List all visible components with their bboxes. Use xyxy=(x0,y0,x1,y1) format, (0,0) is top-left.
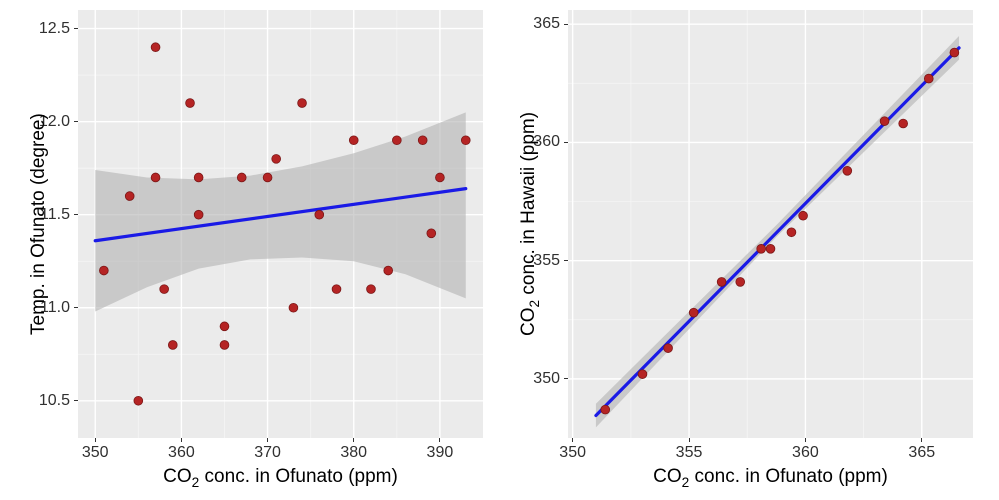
data-point xyxy=(194,173,203,182)
data-point xyxy=(134,396,143,405)
x-tick xyxy=(689,438,690,442)
data-point xyxy=(843,166,852,175)
x-axis-label: CO2 conc. in Ofunato (ppm) xyxy=(653,466,888,490)
data-point xyxy=(125,192,134,201)
data-point xyxy=(194,210,203,219)
data-point xyxy=(436,173,445,182)
y-tick xyxy=(74,121,78,122)
y-tick-label: 365 xyxy=(533,15,560,33)
x-tick xyxy=(921,438,922,442)
data-point xyxy=(950,48,959,57)
x-tick xyxy=(805,438,806,442)
data-point xyxy=(799,211,808,220)
data-point xyxy=(315,210,324,219)
data-point xyxy=(392,136,401,145)
x-tick xyxy=(572,438,573,442)
y-axis-label: CO2 conc. in Hawaii (ppm) xyxy=(518,112,542,336)
data-point xyxy=(160,285,169,294)
y-tick xyxy=(74,307,78,308)
x-tick xyxy=(181,438,182,442)
data-point xyxy=(349,136,358,145)
figure: 35036037038039010.511.011.512.012.5CO2 c… xyxy=(0,0,999,500)
x-tick-label: 370 xyxy=(254,444,281,462)
x-tick-label: 360 xyxy=(792,444,819,462)
y-tick xyxy=(564,24,568,25)
data-point xyxy=(736,278,745,287)
x-tick-label: 355 xyxy=(676,444,703,462)
x-tick-label: 380 xyxy=(340,444,367,462)
data-point xyxy=(99,266,108,275)
x-tick-label: 365 xyxy=(908,444,935,462)
data-point xyxy=(298,99,307,108)
y-tick xyxy=(564,378,568,379)
data-point xyxy=(427,229,436,238)
data-point xyxy=(461,136,470,145)
plot-area xyxy=(568,10,973,438)
data-point xyxy=(638,370,647,379)
x-axis-label: CO2 conc. in Ofunato (ppm) xyxy=(163,466,398,490)
x-tick xyxy=(95,438,96,442)
data-point xyxy=(766,244,775,253)
data-point xyxy=(272,154,281,163)
data-point xyxy=(220,341,229,350)
data-point xyxy=(757,244,766,253)
y-axis-label: Temp. in Ofunato (degree) xyxy=(28,113,50,335)
data-point xyxy=(787,228,796,237)
data-point xyxy=(367,285,376,294)
data-point xyxy=(664,344,673,353)
y-tick xyxy=(74,214,78,215)
data-point xyxy=(237,173,246,182)
x-tick xyxy=(439,438,440,442)
x-tick-label: 350 xyxy=(559,444,586,462)
y-tick xyxy=(564,142,568,143)
y-tick xyxy=(564,260,568,261)
y-tick-label: 350 xyxy=(533,370,560,388)
data-point xyxy=(717,278,726,287)
data-point xyxy=(601,405,610,414)
data-point xyxy=(418,136,427,145)
panel-left xyxy=(78,10,483,438)
x-tick-label: 390 xyxy=(427,444,454,462)
data-point xyxy=(289,303,298,312)
data-point xyxy=(220,322,229,331)
y-tick-label: 12.5 xyxy=(39,20,70,38)
data-point xyxy=(384,266,393,275)
data-point xyxy=(332,285,341,294)
data-point xyxy=(880,117,889,126)
data-point xyxy=(924,74,933,83)
data-point xyxy=(263,173,272,182)
y-tick xyxy=(74,28,78,29)
data-point xyxy=(186,99,195,108)
data-point xyxy=(899,119,908,128)
data-point xyxy=(168,341,177,350)
y-tick xyxy=(74,400,78,401)
x-tick-label: 360 xyxy=(168,444,195,462)
data-point xyxy=(151,173,160,182)
x-tick xyxy=(353,438,354,442)
y-tick-label: 10.5 xyxy=(39,392,70,410)
data-point xyxy=(689,308,698,317)
x-tick-label: 350 xyxy=(82,444,109,462)
data-point xyxy=(151,43,160,52)
panel-right xyxy=(568,10,973,438)
x-tick xyxy=(267,438,268,442)
plot-area xyxy=(78,10,483,438)
